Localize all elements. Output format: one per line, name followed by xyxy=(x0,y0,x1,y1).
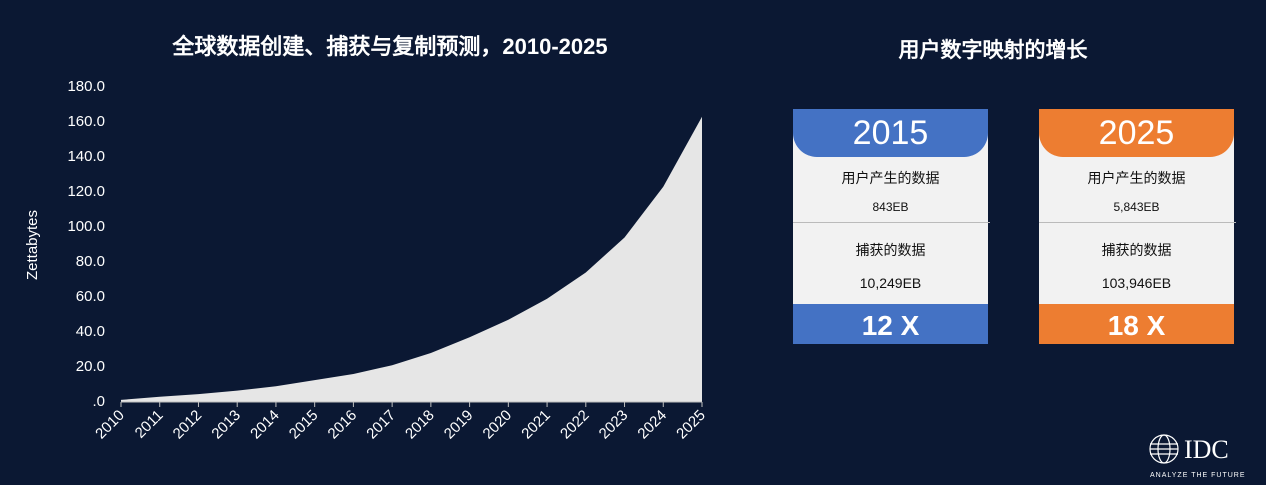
x-tick-label: 2021 xyxy=(518,407,554,443)
x-tick-label: 2016 xyxy=(325,407,361,443)
y-tick-label: 40.0 xyxy=(76,323,105,340)
x-tick-label: 2025 xyxy=(673,407,709,443)
card: 2015 用户产生的数据 843EB 捕获的数据 10,249EB 12 X xyxy=(793,109,990,344)
y-tick-label: 20.0 xyxy=(76,358,105,375)
divider xyxy=(793,222,990,223)
logo: IDC ANALYZE THE FUTURE xyxy=(1149,434,1246,479)
card-year: 2025 xyxy=(1039,109,1234,157)
y-tick-label: 80.0 xyxy=(76,253,105,270)
card-label: 用户产生的数据 xyxy=(841,170,940,186)
logo-tagline: ANALYZE THE FUTURE xyxy=(1150,472,1246,479)
x-tick-label: 2011 xyxy=(132,407,167,442)
divider xyxy=(1039,222,1236,223)
card-value: 103,946EB xyxy=(1101,275,1172,291)
chart: 全球数据创建、捕获与复制预测，2010-2025 Zettabytes .020… xyxy=(24,34,709,443)
x-tick-label: 2014 xyxy=(247,407,283,443)
x-tick-label: 2010 xyxy=(92,407,128,443)
y-tick-label: 140.0 xyxy=(67,148,105,165)
card-label: 用户产生的数据 xyxy=(1087,170,1186,186)
card-value: 5,843EB xyxy=(1113,200,1160,214)
card-value: 10,249EB xyxy=(859,275,922,291)
logo-name: IDC xyxy=(1184,435,1229,464)
y-tick-label: 60.0 xyxy=(76,288,105,305)
card-growth: 18 X xyxy=(1039,304,1234,344)
panel-title: 用户数字映射的增长 xyxy=(898,39,1088,62)
x-tick-label: 2015 xyxy=(286,407,322,443)
card-value: 843EB xyxy=(872,200,909,214)
logo-globe xyxy=(1149,434,1179,464)
x-tick-label: 2024 xyxy=(634,407,670,443)
x-tick-label: 2023 xyxy=(596,407,632,443)
y-tick-label: .0 xyxy=(92,393,105,410)
y-tick-label: 120.0 xyxy=(67,183,105,200)
x-tick-label: 2017 xyxy=(363,407,399,443)
y-tick-label: 160.0 xyxy=(67,113,105,130)
y-tick-label: 180.0 xyxy=(67,78,105,95)
y-axis-label: Zettabytes xyxy=(24,210,41,280)
chart-title: 全球数据创建、捕获与复制预测，2010-2025 xyxy=(171,34,607,59)
area xyxy=(121,116,702,402)
card-year: 2015 xyxy=(793,109,988,157)
x-tick-label: 2012 xyxy=(170,407,206,443)
card-label: 捕获的数据 xyxy=(855,242,926,258)
x-tick-label: 2019 xyxy=(441,407,477,443)
x-tick-label: 2018 xyxy=(402,407,438,443)
card: 2025 用户产生的数据 5,843EB 捕获的数据 103,946EB 18 X xyxy=(1039,109,1236,344)
card-label: 捕获的数据 xyxy=(1101,242,1172,258)
x-tick-label: 2020 xyxy=(480,407,516,443)
x-tick-label: 2013 xyxy=(208,407,244,443)
x-tick-label: 2022 xyxy=(557,407,593,443)
y-tick-label: 100.0 xyxy=(67,218,105,235)
card-growth: 12 X xyxy=(793,304,988,344)
